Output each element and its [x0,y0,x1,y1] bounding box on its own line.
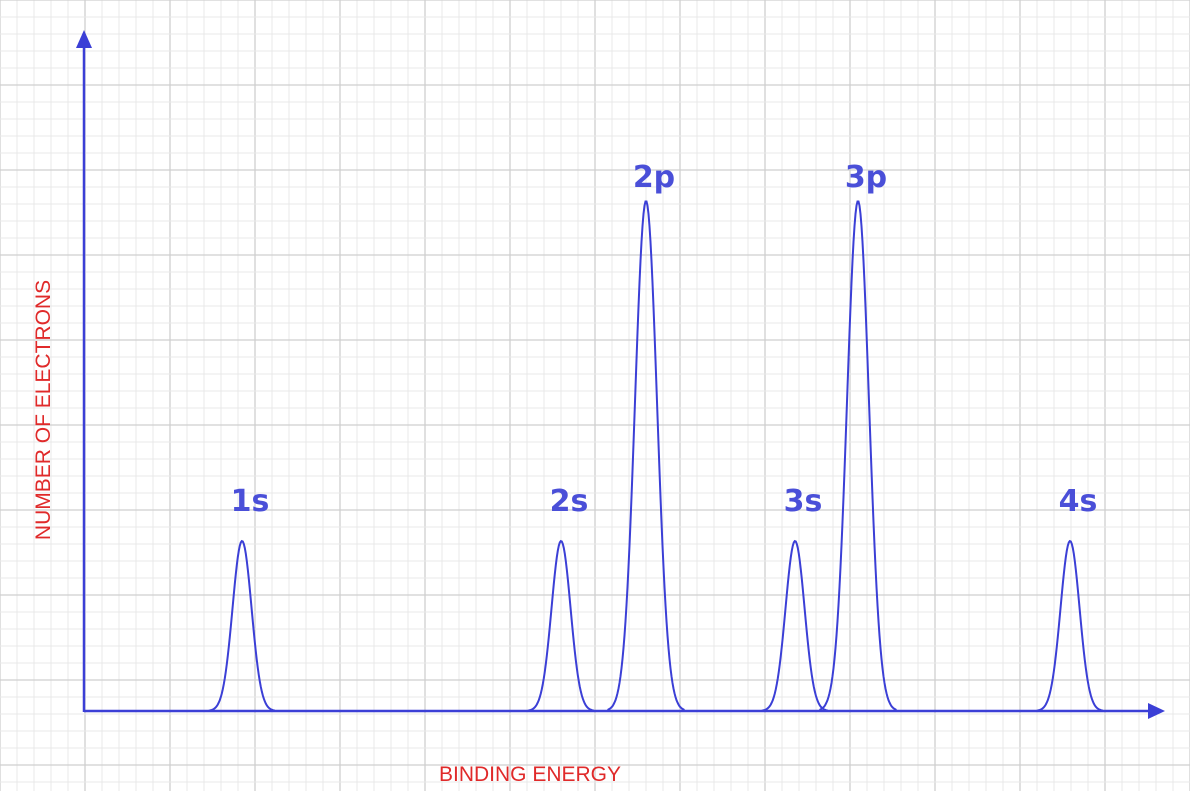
peak-2s [527,539,594,712]
peak-label-2p: 2p [633,160,675,195]
peak-3p [819,200,897,711]
peak-label-1s: 1s [231,484,270,519]
peak-labels: 1s 2s 2p 3s 3p 4s [231,160,1098,519]
y-axis-label: NUMBER OF ELECTRONS [32,280,55,540]
peak-label-4s: 4s [1059,484,1098,519]
y-axis-arrowhead [76,30,92,48]
peak-4s [1036,539,1103,712]
chart-axes [76,30,1165,719]
peak-2p [607,200,685,711]
peak-label-3p: 3p [845,160,887,195]
x-axis-label: BINDING ENERGY [439,763,621,786]
peak-label-2s: 2s [550,484,589,519]
spectrum-peaks [208,200,1103,712]
peak-1s [208,539,275,712]
peak-label-3s: 3s [784,484,823,519]
x-axis-arrowhead [1148,703,1165,719]
peak-3s [761,539,828,712]
